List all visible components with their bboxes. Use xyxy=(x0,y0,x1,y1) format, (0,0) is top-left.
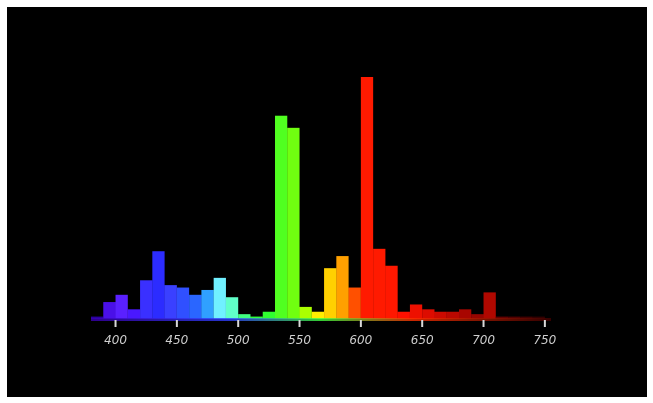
bar-580 xyxy=(336,256,349,319)
bar-560 xyxy=(311,311,325,319)
bar-740 xyxy=(532,316,545,319)
bar-720 xyxy=(508,316,521,319)
bar-490 xyxy=(225,297,239,319)
x-tick-650 xyxy=(421,320,424,327)
x-tick-550 xyxy=(298,320,301,327)
bar-730 xyxy=(520,316,533,319)
x-tick-label-750: 750 xyxy=(533,333,556,347)
bar-600 xyxy=(360,77,374,319)
x-tick-label-550: 550 xyxy=(288,333,311,347)
x-tick-750 xyxy=(543,320,546,327)
bar-660 xyxy=(434,311,447,319)
bar-650 xyxy=(422,309,435,319)
bar-410 xyxy=(127,309,141,319)
bar-430 xyxy=(152,251,165,319)
bar-620 xyxy=(385,265,398,319)
bar-470 xyxy=(201,289,214,319)
chart-frame: 400 450 500 550 600 650 700 750 xyxy=(7,7,647,397)
bar-690 xyxy=(471,314,484,319)
x-ticks-group: 400 450 500 550 600 650 700 750 xyxy=(104,320,557,347)
bar-400 xyxy=(115,294,128,319)
bar-390 xyxy=(103,302,116,319)
bar-590 xyxy=(348,287,361,319)
x-axis-baseline xyxy=(91,318,551,321)
bar-710 xyxy=(495,316,509,319)
bar-450 xyxy=(176,287,190,319)
bar-380 xyxy=(91,316,104,319)
bar-530 xyxy=(275,115,288,319)
x-tick-label-450: 450 xyxy=(165,333,188,347)
x-tick-label-650: 650 xyxy=(411,333,434,347)
x-tick-600 xyxy=(359,320,362,327)
bar-610 xyxy=(373,248,386,319)
bar-520 xyxy=(262,311,275,319)
bar-670 xyxy=(446,311,459,319)
bar-420 xyxy=(140,280,153,319)
bar-700 xyxy=(483,292,496,319)
x-tick-500 xyxy=(237,320,240,327)
bar-630 xyxy=(397,311,410,319)
bar-510 xyxy=(250,316,263,319)
bar-500 xyxy=(238,314,251,319)
bar-460 xyxy=(189,294,202,319)
bar-550 xyxy=(299,306,312,319)
x-tick-label-400: 400 xyxy=(104,333,127,347)
x-tick-700 xyxy=(482,320,485,327)
x-tick-label-700: 700 xyxy=(472,333,495,347)
bar-480 xyxy=(213,277,226,319)
bars-group xyxy=(91,77,545,319)
bar-640 xyxy=(409,304,423,319)
x-tick-400 xyxy=(114,320,117,327)
x-tick-label-600: 600 xyxy=(349,333,372,347)
spectrum-chart: 400 450 500 550 600 650 700 750 xyxy=(91,77,557,347)
bar-540 xyxy=(287,127,300,319)
bar-440 xyxy=(164,285,177,319)
x-tick-450 xyxy=(175,320,178,327)
bar-570 xyxy=(324,268,337,319)
bar-680 xyxy=(459,309,472,319)
x-tick-label-500: 500 xyxy=(227,333,250,347)
